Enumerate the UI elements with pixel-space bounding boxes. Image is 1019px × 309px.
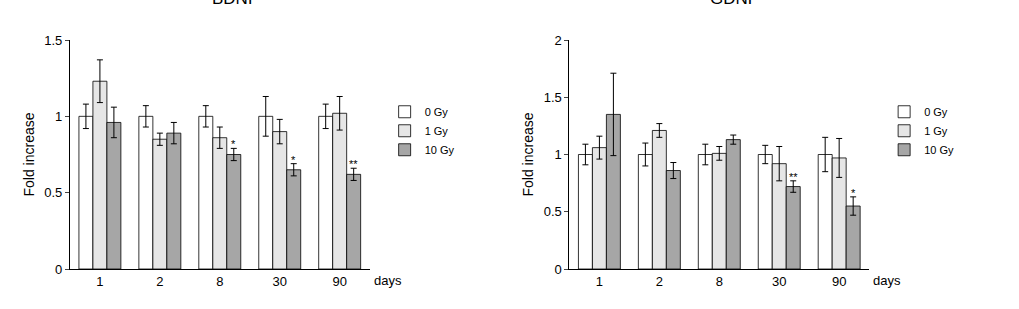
svg-text:0: 0 bbox=[55, 262, 62, 277]
svg-text:1.5: 1.5 bbox=[544, 90, 562, 105]
svg-text:10 Gy: 10 Gy bbox=[924, 144, 954, 156]
svg-text:0: 0 bbox=[555, 262, 562, 277]
svg-text:1: 1 bbox=[555, 147, 562, 162]
svg-text:8: 8 bbox=[216, 274, 223, 289]
svg-text:30: 30 bbox=[772, 274, 786, 289]
svg-text:1: 1 bbox=[55, 109, 62, 124]
svg-text:Fold increase: Fold increase bbox=[21, 112, 37, 196]
svg-text:BDNF: BDNF bbox=[212, 0, 258, 8]
svg-text:90: 90 bbox=[832, 274, 846, 289]
svg-text:8: 8 bbox=[716, 274, 723, 289]
svg-text:GDNF: GDNF bbox=[710, 0, 758, 8]
svg-text:*: * bbox=[291, 154, 296, 166]
svg-text:90: 90 bbox=[332, 274, 346, 289]
svg-text:*: * bbox=[851, 187, 856, 199]
svg-text:0.5: 0.5 bbox=[544, 204, 562, 219]
svg-text:days: days bbox=[873, 273, 901, 288]
svg-text:1: 1 bbox=[596, 274, 603, 289]
svg-text:Fold increase: Fold increase bbox=[520, 112, 536, 196]
svg-text:2: 2 bbox=[555, 33, 562, 48]
svg-text:0 Gy: 0 Gy bbox=[924, 106, 948, 118]
svg-text:0 Gy: 0 Gy bbox=[425, 106, 449, 118]
svg-text:days: days bbox=[374, 273, 402, 288]
svg-text:0.5: 0.5 bbox=[44, 185, 62, 200]
svg-text:10 Gy: 10 Gy bbox=[425, 144, 455, 156]
svg-text:2: 2 bbox=[156, 274, 163, 289]
svg-text:*: * bbox=[231, 138, 236, 150]
svg-text:1 Gy: 1 Gy bbox=[924, 125, 948, 137]
svg-text:**: ** bbox=[789, 171, 798, 183]
svg-text:1: 1 bbox=[96, 274, 103, 289]
svg-text:30: 30 bbox=[272, 274, 286, 289]
svg-text:**: ** bbox=[349, 158, 358, 170]
svg-text:1.5: 1.5 bbox=[44, 33, 62, 48]
svg-text:1 Gy: 1 Gy bbox=[425, 125, 449, 137]
svg-text:2: 2 bbox=[656, 274, 663, 289]
